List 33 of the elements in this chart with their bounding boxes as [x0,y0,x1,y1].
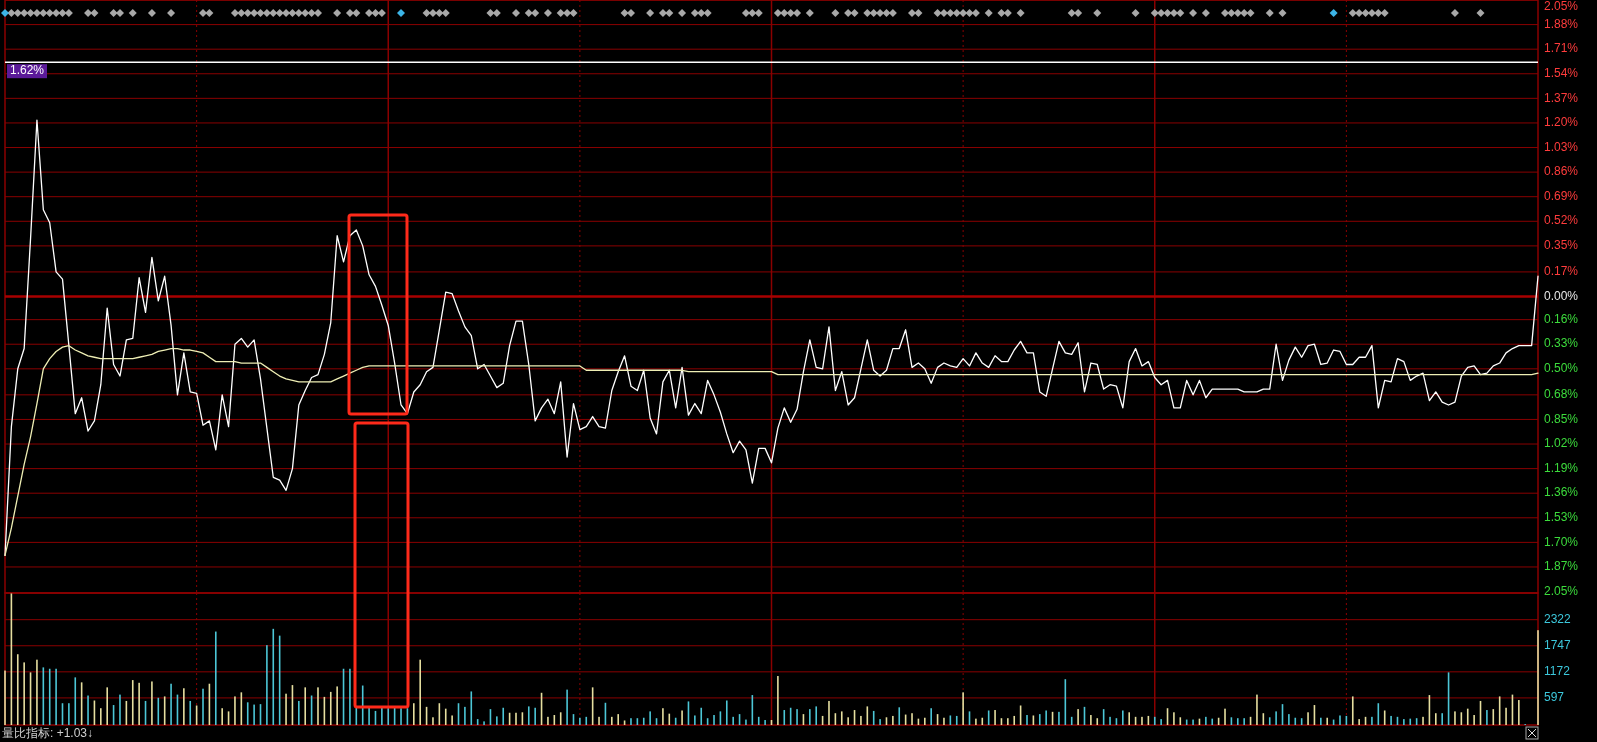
line-series [4,119,1539,557]
y-tick-label: 0.69% [1544,188,1579,203]
y-tick-label: 0.17% [1544,264,1579,279]
ref-line-label: 1.62% [10,63,45,78]
y-tick-label: 2.05% [1544,0,1579,14]
y-tick-label: 1.71% [1544,41,1579,56]
y-tick-label: 1.20% [1544,115,1579,130]
y-tick-label: 0.85% [1544,411,1579,426]
y-tick-label: 1172 [1544,664,1571,679]
y-tick-label: 2.05% [1544,584,1579,599]
y-tick-label: 597 [1544,690,1565,705]
y-tick-label: 1.02% [1544,436,1579,451]
y-tick-label: 2322 [1544,611,1572,626]
line-series [4,345,1539,557]
y-tick-label: 0.68% [1544,387,1579,402]
y-tick-label: 1.70% [1544,534,1579,549]
y-tick-label: 1.87% [1544,559,1579,574]
text: 量比指标: +1.03↓ [2,726,94,740]
y-tick-label: 1747 [1544,637,1572,652]
y-tick-label: 0.35% [1544,238,1579,253]
y-tick-label: 1.36% [1544,485,1579,500]
y-tick-label: 1.03% [1544,139,1579,154]
y-tick-label: 0.52% [1544,213,1579,228]
y-tick-label: 1.37% [1544,90,1579,105]
y-tick-label: 0.00% [1544,288,1579,303]
y-tick-label: 1.19% [1544,460,1579,475]
y-tick-label: 0.50% [1544,360,1579,375]
y-tick-label: 1.88% [1544,16,1579,31]
y-tick-label: 0.16% [1544,311,1579,326]
y-tick-label: 1.53% [1544,509,1579,524]
y-tick-label: 0.33% [1544,336,1579,351]
y-tick-label: 0.86% [1544,164,1579,179]
y-tick-label: 1.54% [1544,65,1579,80]
